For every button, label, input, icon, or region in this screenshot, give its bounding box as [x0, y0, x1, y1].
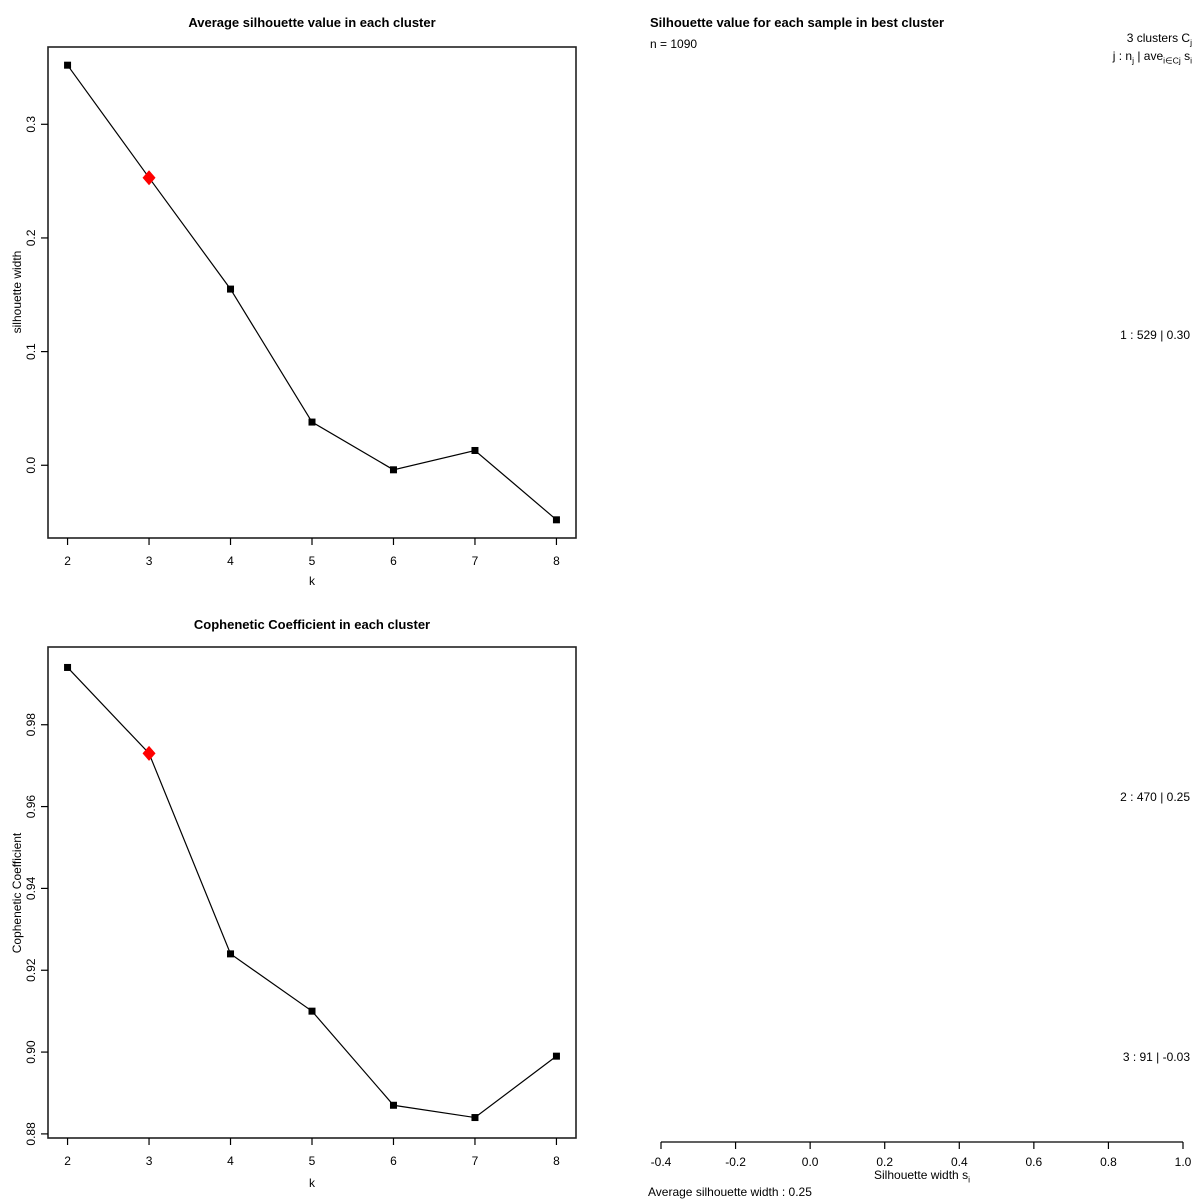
- x-tick-label: 6: [390, 554, 397, 568]
- cluster-summary-row: 1 : 529 | 0.30: [1120, 328, 1190, 342]
- silhouette-x-axis-svg: -0.4 -0.2 0.0 0.2 0.4 0.6 0.8 1.0: [651, 1141, 1192, 1169]
- x-axis-label: Silhouette width si: [874, 1168, 970, 1185]
- y-tick-label: 0.92: [24, 958, 38, 982]
- data-line: [67, 667, 557, 1119]
- point-marker: [308, 418, 316, 426]
- point-marker: [471, 1114, 479, 1122]
- y-tick-label: 0.94: [24, 876, 38, 900]
- line-chart-svg: 2 3 4 5 6 7 8 0.88 0.90 0.92 0.94 0.96 0.98: [24, 646, 577, 1168]
- chart-title: Silhouette value for each sample in best…: [650, 15, 945, 30]
- x-axis-label: k: [309, 574, 315, 588]
- x-tick-label: 0.0: [802, 1155, 819, 1169]
- subscript-text: i∈Cj: [1163, 55, 1181, 66]
- y-tick-label: 0.90: [24, 1040, 38, 1064]
- subscript-text: i: [968, 1174, 970, 1185]
- average-silhouette-width-label: Average silhouette width : 0.25: [648, 1185, 812, 1199]
- x-tick-label: 2: [64, 554, 71, 568]
- avg-silhouette-chart-panel: Average silhouette value in each cluster…: [0, 0, 600, 600]
- sample-count-label: n = 1090: [650, 37, 698, 51]
- x-tick-label: 3: [146, 1154, 153, 1168]
- x-tick-label: 6: [390, 1154, 397, 1168]
- x-tick-label: 0.2: [876, 1155, 893, 1169]
- plot-box: [47, 46, 577, 539]
- plot-box: [47, 646, 577, 1139]
- x-tick-label: 4: [227, 1154, 234, 1168]
- x-tick-label: 4: [227, 554, 234, 568]
- x-tick-label: 8: [553, 554, 560, 568]
- y-tick-label: 0.3: [24, 116, 38, 133]
- x-tick-label: 0.8: [1100, 1155, 1117, 1169]
- highlight-diamond-marker: [142, 170, 156, 186]
- highlight-diamond-marker: [142, 745, 156, 761]
- y-tick-label: 0.98: [24, 713, 38, 737]
- x-tick-label: 7: [472, 1154, 479, 1168]
- x-tick-label: -0.4: [651, 1155, 672, 1169]
- x-tick-label: 2: [64, 1154, 71, 1168]
- subscript-text: j: [1190, 37, 1192, 48]
- y-tick-label: 0.88: [24, 1122, 38, 1146]
- chart-title: Average silhouette value in each cluster: [188, 15, 436, 30]
- point-marker: [471, 446, 479, 454]
- x-tick-label: 0.4: [951, 1155, 968, 1169]
- x-tick-label: 5: [309, 1154, 316, 1168]
- data-line: [67, 64, 557, 521]
- point-marker: [227, 285, 235, 293]
- y-tick-label: 0.1: [24, 343, 38, 360]
- subscript-text: i: [1190, 55, 1192, 66]
- point-marker: [389, 466, 397, 474]
- x-axis-label: k: [309, 1176, 315, 1190]
- point-marker: [552, 1052, 560, 1060]
- cluster-summary-row: 3 : 91 | -0.03: [1122, 1050, 1190, 1064]
- silhouette-plot-panel: Silhouette value for each sample in best…: [600, 0, 1200, 1200]
- cophenetic-chart-panel: Cophenetic Coefficient in each cluster C…: [0, 600, 600, 1200]
- x-tick-label: 3: [146, 554, 153, 568]
- cluster-legend-header: 3 clusters Cj: [1126, 31, 1192, 48]
- y-tick-label: 0.0: [24, 457, 38, 474]
- point-marker: [552, 516, 560, 524]
- y-tick-label: 0.96: [24, 795, 38, 819]
- point-marker: [227, 950, 235, 958]
- point-marker: [64, 663, 72, 671]
- point-marker: [389, 1101, 397, 1109]
- chart-title: Cophenetic Coefficient in each cluster: [193, 617, 431, 632]
- y-tick-label: 0.2: [24, 229, 38, 246]
- x-tick-label: 0.6: [1026, 1155, 1043, 1169]
- x-tick-label: 7: [472, 554, 479, 568]
- cluster-legend-formula: j : nj | avei∈Cj si: [1112, 49, 1192, 66]
- point-marker: [64, 61, 72, 69]
- cluster-summary-row: 2 : 470 | 0.25: [1120, 790, 1190, 804]
- subscript-text: j: [1132, 55, 1135, 66]
- line-chart-svg: 2 3 4 5 6 7 8 0.0 0.1 0.2 0.3: [24, 46, 577, 568]
- point-marker: [308, 1007, 316, 1015]
- x-tick-label: 8: [553, 1154, 560, 1168]
- x-tick-label: -0.2: [725, 1155, 746, 1169]
- x-tick-label: 1.0: [1175, 1155, 1192, 1169]
- x-tick-label: 5: [309, 554, 316, 568]
